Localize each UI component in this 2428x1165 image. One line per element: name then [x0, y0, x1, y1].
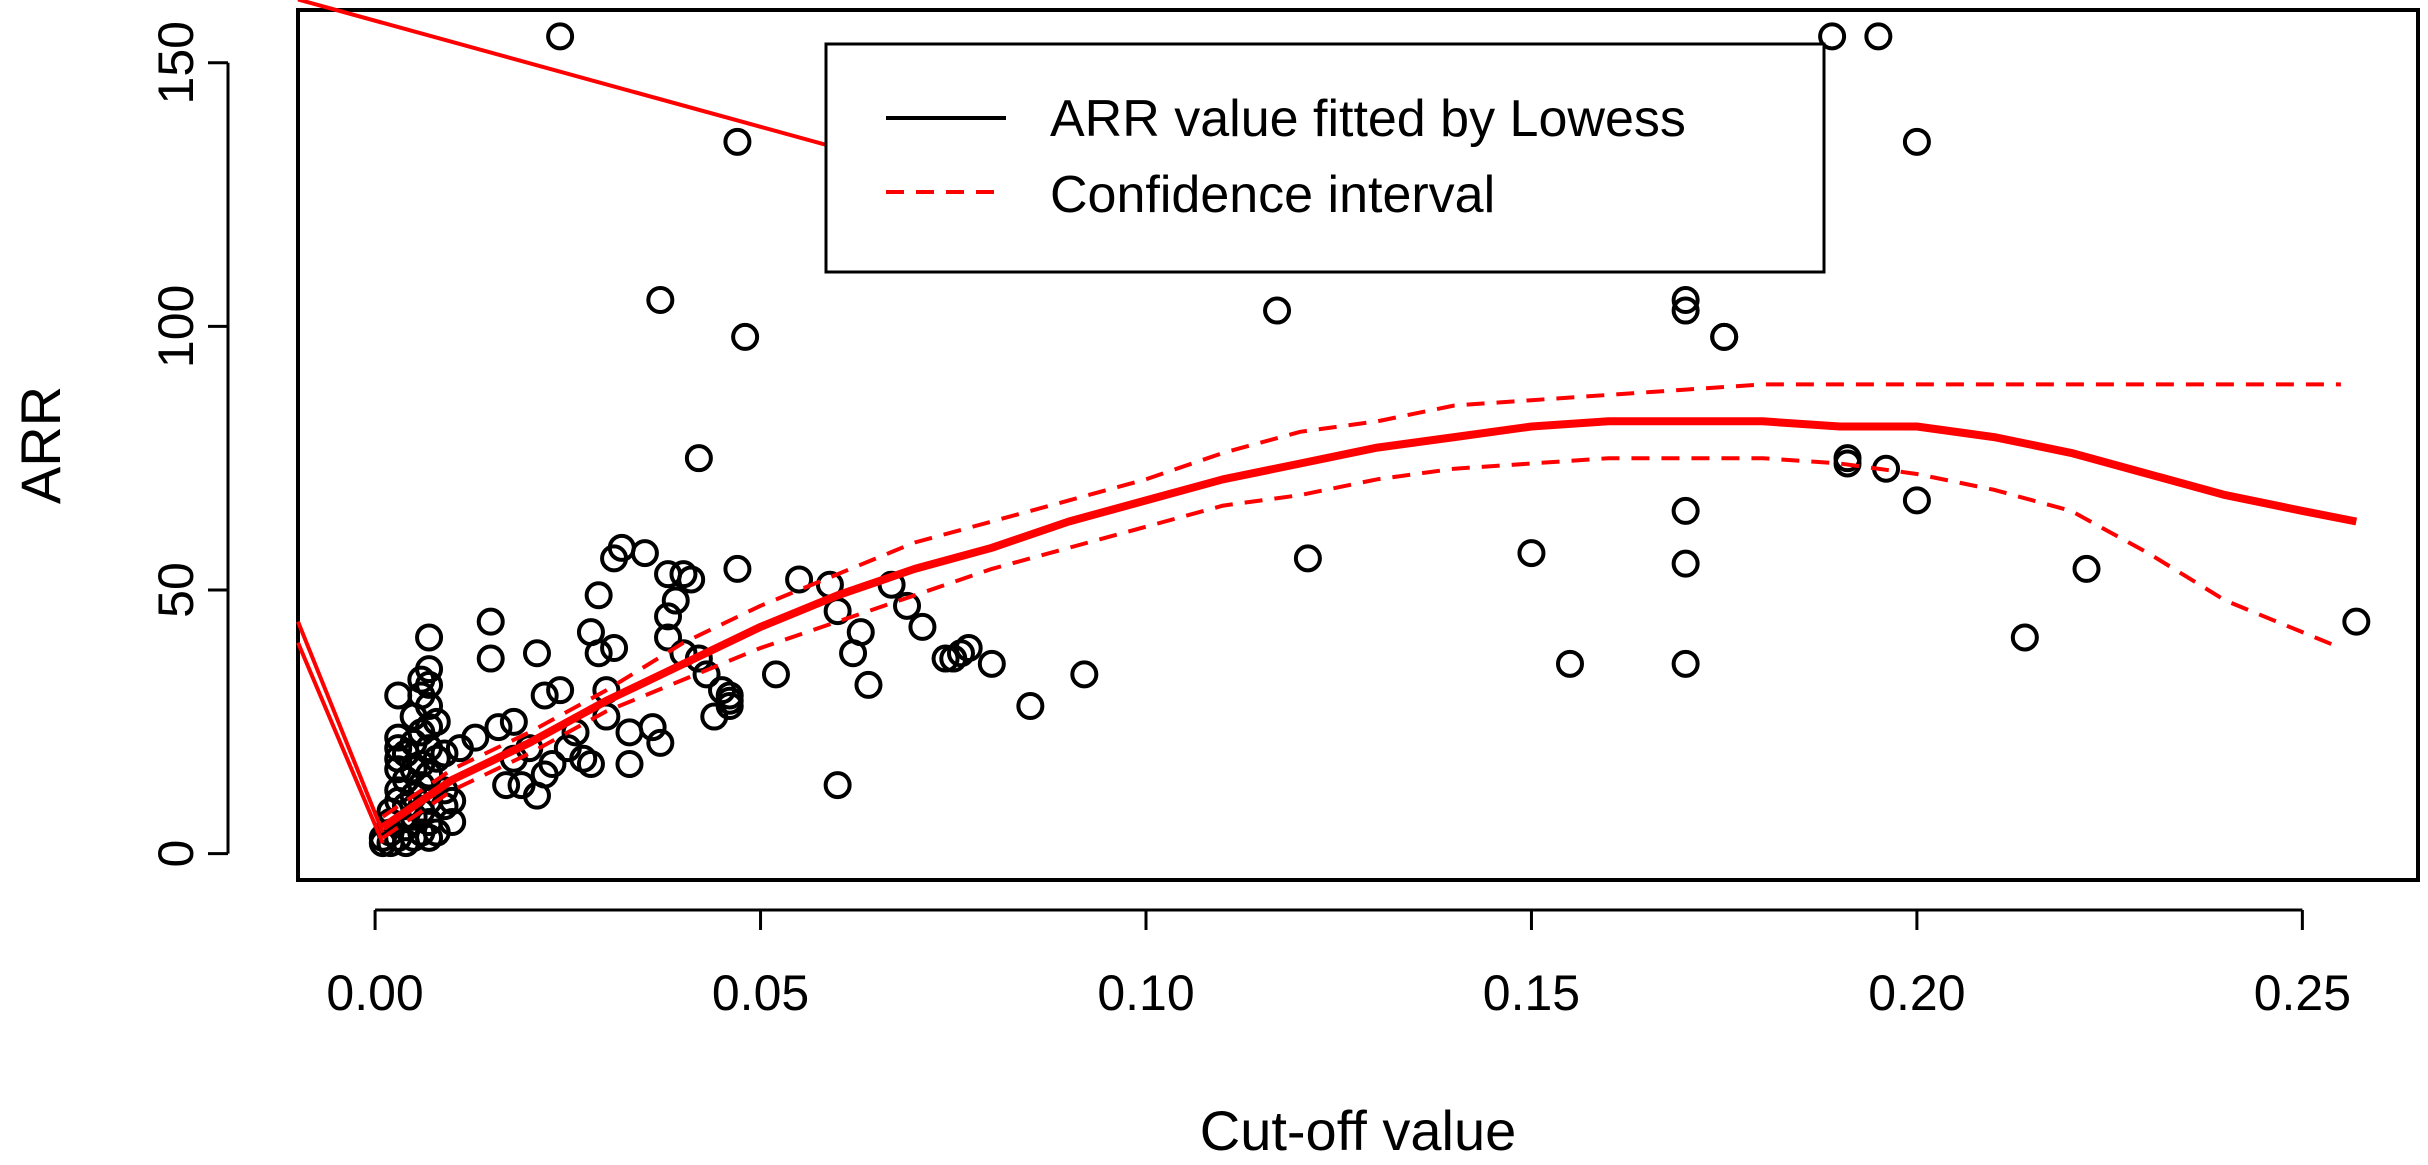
- data-point: [954, 634, 983, 662]
- data-point: [1833, 449, 1862, 478]
- data-point: [530, 681, 559, 710]
- legend-label-fit: ARR value fitted by Lowess: [1050, 90, 1686, 148]
- data-point: [761, 660, 790, 689]
- data-point: [908, 612, 937, 641]
- y-tick-label: 100: [148, 285, 204, 368]
- data-point: [684, 444, 713, 473]
- x-tick-label: 0.20: [1868, 965, 1965, 1021]
- y-tick-label: 50: [148, 562, 204, 618]
- data-point: [646, 286, 675, 314]
- data-point: [1818, 22, 1847, 51]
- fitted-lines: [296, 0, 2358, 844]
- data-point: [1671, 286, 1700, 314]
- extra-fit-line: [296, 620, 385, 834]
- data-point: [615, 750, 644, 778]
- data-point: [538, 750, 567, 778]
- data-point: [1710, 322, 1739, 351]
- y-tick-label: 0: [148, 840, 204, 868]
- data-point: [576, 750, 605, 778]
- data-point: [630, 539, 659, 568]
- data-point: [1671, 649, 1700, 678]
- data-point: [646, 728, 675, 757]
- extra-fit-line: [297, 0, 912, 171]
- data-point: [499, 707, 528, 736]
- data-point: [893, 591, 922, 620]
- data-point: [1671, 549, 1700, 578]
- data-point: [715, 686, 744, 715]
- data-point: [2010, 623, 2039, 652]
- data-point: [415, 692, 444, 720]
- data-point: [546, 676, 575, 705]
- data-point: [2072, 554, 2101, 583]
- data-point: [1293, 544, 1322, 573]
- data-point: [546, 22, 575, 51]
- data-point: [677, 565, 706, 594]
- confidence-interval-line: [381, 456, 2342, 840]
- data-point: [461, 723, 490, 752]
- data-point: [430, 739, 459, 768]
- data-point: [415, 623, 444, 652]
- data-point: [476, 607, 505, 636]
- data-point: [438, 808, 467, 836]
- data-point: [422, 707, 451, 736]
- data-point: [654, 602, 683, 631]
- data-point: [823, 771, 852, 800]
- y-tick-label: 150: [148, 21, 204, 104]
- lowess-fit-line: [380, 417, 2358, 831]
- x-tick-label: 0.25: [2254, 965, 2351, 1021]
- data-point: [2342, 607, 2371, 636]
- x-tick-label: 0.15: [1483, 965, 1580, 1021]
- data-point: [1902, 486, 1931, 515]
- data-point: [731, 322, 760, 351]
- data-point: [600, 634, 629, 662]
- data-point: [415, 670, 444, 699]
- legend-label-ci: Confidence interval: [1050, 166, 1495, 224]
- plot-frame: [296, 8, 2420, 882]
- data-point: [615, 718, 644, 747]
- data-point: [1517, 539, 1546, 568]
- legend: ARR value fitted by Lowess Confidence in…: [824, 42, 1826, 274]
- data-point: [415, 655, 444, 684]
- data-point: [1016, 692, 1045, 720]
- data-point: [1263, 296, 1292, 325]
- data-point: [1556, 649, 1584, 678]
- data-point: [1671, 296, 1700, 325]
- data-point: [384, 681, 413, 710]
- axes: 0 50 100 150 0.00 0.05 0.10 0.15 0.20 0.25: [148, 21, 2351, 1021]
- extra-fit-line: [296, 641, 385, 844]
- x-tick-label: 0.10: [1097, 965, 1194, 1021]
- data-point: [854, 670, 883, 699]
- x-tick-label: 0.00: [326, 965, 423, 1021]
- data-point: [484, 713, 513, 742]
- data-point: [931, 644, 960, 673]
- data-points: [368, 22, 2371, 858]
- data-point: [723, 127, 752, 156]
- data-point: [476, 644, 505, 673]
- data-point: [1671, 496, 1700, 525]
- data-point: [638, 713, 667, 742]
- y-axis-title: ARR: [9, 386, 72, 504]
- x-axis-title: Cut-off value: [1200, 1099, 1516, 1162]
- data-point: [1070, 660, 1099, 689]
- data-point: [1864, 22, 1893, 51]
- legend-box: [824, 42, 1826, 274]
- data-point: [654, 623, 683, 652]
- data-point: [977, 649, 1006, 678]
- data-point: [785, 565, 814, 594]
- data-point: [522, 639, 551, 668]
- data-point: [723, 554, 752, 583]
- data-point: [584, 639, 613, 668]
- data-point: [661, 586, 690, 615]
- data-point: [692, 660, 721, 689]
- x-tick-label: 0.05: [712, 965, 809, 1021]
- data-point: [492, 771, 521, 800]
- data-point: [1902, 127, 1931, 156]
- confidence-interval-line: [381, 382, 2341, 819]
- data-point: [846, 618, 875, 647]
- data-point: [584, 581, 613, 610]
